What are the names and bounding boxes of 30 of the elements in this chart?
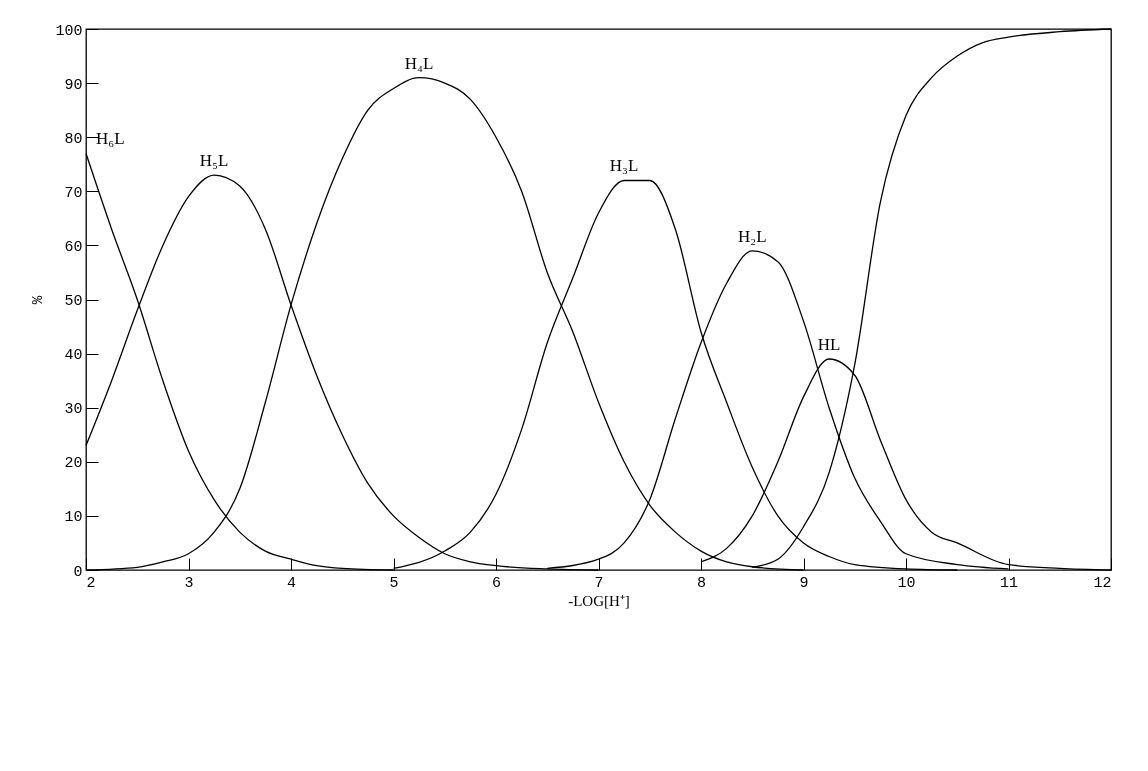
y-tick-label: 60 xyxy=(64,238,83,256)
x-tick-label: 2 xyxy=(86,574,96,592)
series-label: H₅L xyxy=(199,151,229,171)
y-tick-label: 40 xyxy=(64,347,83,365)
series-label: H₄L xyxy=(404,53,434,73)
y-tick-label: 50 xyxy=(64,293,83,310)
y-tick-label: 80 xyxy=(64,130,83,148)
y-tick-label: 100 xyxy=(55,22,83,40)
x-tick-label: 6 xyxy=(491,574,502,592)
y-tick-label: 0 xyxy=(73,563,83,581)
y-tick-label: 90 xyxy=(64,76,83,94)
x-tick-label: 7 xyxy=(594,574,604,592)
x-tick-label: 10 xyxy=(897,574,916,592)
x-tick-label: 3 xyxy=(184,574,194,592)
x-tick-label: 5 xyxy=(389,574,399,592)
y-axis-title: % xyxy=(30,295,47,305)
x-tick-label: 8 xyxy=(696,574,707,592)
series-label: H₂L xyxy=(737,226,767,246)
y-tick-label: 30 xyxy=(64,401,83,419)
x-tick-label: 9 xyxy=(799,574,809,592)
x-tick-label: 11 xyxy=(999,574,1019,592)
x-tick-label: 4 xyxy=(286,574,297,592)
y-tick-label: 10 xyxy=(64,509,83,527)
series-label: H₃L xyxy=(609,156,639,176)
y-tick-label: 20 xyxy=(64,455,83,473)
x-axis-title: -LOG[H⁺] xyxy=(568,592,630,609)
x-tick-label: 12 xyxy=(1093,574,1112,592)
series-label: HL xyxy=(817,335,841,355)
y-tick-label: 70 xyxy=(64,184,83,202)
series-label: H₆L xyxy=(96,129,125,149)
